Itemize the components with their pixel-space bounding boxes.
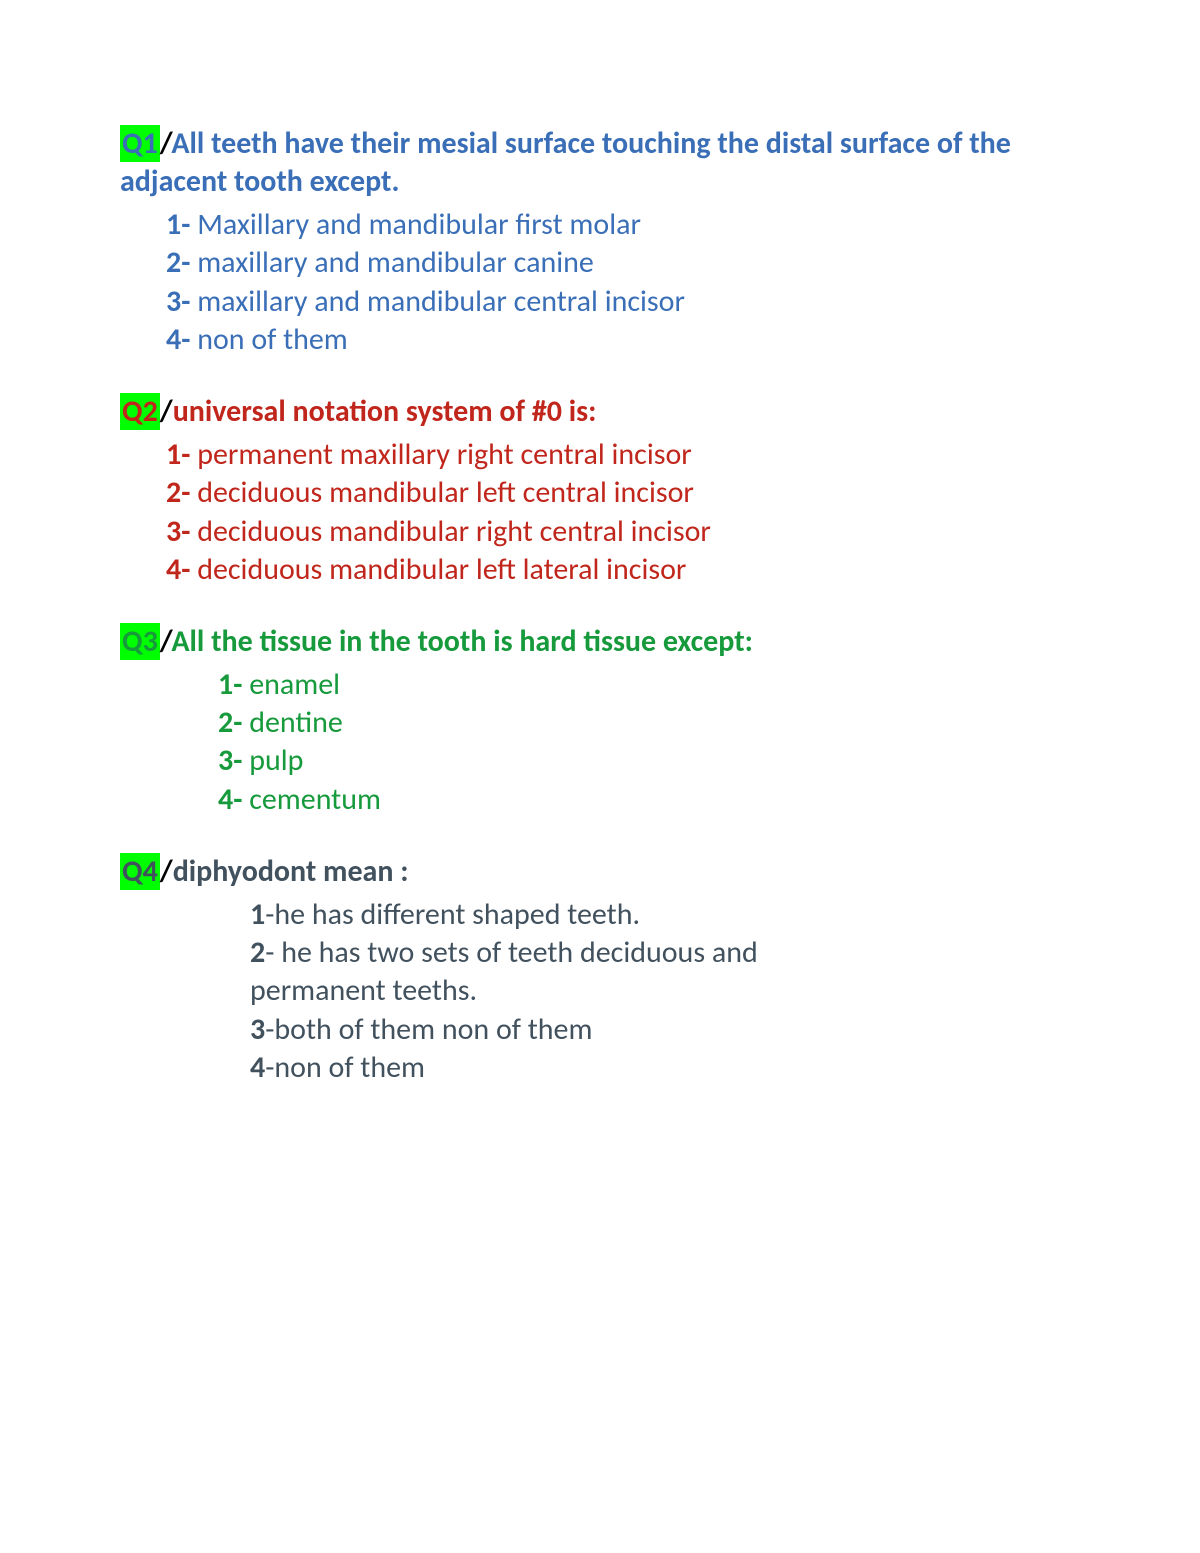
- question-block-2: Q2/universal notation system of #0 is: 1…: [120, 393, 1100, 589]
- option-number: 4-: [166, 321, 190, 358]
- option-text: maxillary and mandibular central incisor: [197, 283, 685, 320]
- option: 2- dentine: [218, 704, 1100, 742]
- question-text-4: diphyodont mean :: [173, 853, 409, 890]
- option-number: 3-: [218, 742, 242, 779]
- option: 3- maxillary and mandibular central inci…: [166, 283, 1100, 321]
- option: 4- cementum: [218, 781, 1100, 819]
- question-header-1: Q1/All teeth have their mesial surface t…: [120, 125, 1100, 202]
- option-number: 2-: [166, 244, 190, 281]
- options-4: 1-he has different shaped teeth.2- he ha…: [120, 896, 810, 1088]
- option: 2- he has two sets of teeth deciduous an…: [250, 934, 810, 1011]
- options-1: 1- Maxillary and mandibular first molar2…: [120, 206, 1100, 360]
- question-text-3: All the tissue in the tooth is hard tiss…: [171, 623, 753, 660]
- option-number: 3-: [166, 513, 190, 550]
- option-text: maxillary and mandibular canine: [197, 244, 594, 281]
- separator: /: [160, 125, 172, 162]
- option-text: Maxillary and mandibular first molar: [197, 206, 641, 243]
- question-label-4: Q4: [120, 853, 160, 890]
- option: 1-he has different shaped teeth.: [250, 896, 810, 934]
- option-text: deciduous mandibular right central incis…: [197, 513, 711, 550]
- question-block-1: Q1/All teeth have their mesial surface t…: [120, 125, 1100, 359]
- question-label-3: Q3: [120, 623, 160, 660]
- separator: /: [160, 853, 173, 890]
- option-text: both of them non of them: [274, 1011, 592, 1048]
- option-number: 4: [250, 1049, 265, 1086]
- option-number: 2-: [218, 704, 242, 741]
- option-number: 4-: [218, 781, 242, 818]
- option-text: he has different shaped teeth.: [274, 896, 640, 933]
- separator: /: [160, 393, 173, 430]
- option-number: 2: [250, 934, 265, 971]
- option: 1- permanent maxillary right central inc…: [166, 436, 1100, 474]
- question-block-4: Q4/diphyodont mean : 1-he has different …: [120, 853, 1100, 1087]
- option-text: enamel: [249, 666, 340, 703]
- option: 1- enamel: [218, 666, 1100, 704]
- options-3: 1- enamel2- dentine3- pulp4- cementum: [120, 666, 1100, 820]
- option-text: deciduous mandibular left lateral inciso…: [197, 551, 686, 588]
- option: 3- deciduous mandibular right central in…: [166, 513, 1100, 551]
- option-text: non of them: [197, 321, 348, 358]
- option-number: 3: [250, 1011, 265, 1048]
- option: 1- Maxillary and mandibular first molar: [166, 206, 1100, 244]
- question-text-1: All teeth have their mesial surface touc…: [120, 125, 1011, 200]
- option: 4- non of them: [166, 321, 1100, 359]
- options-2: 1- permanent maxillary right central inc…: [120, 436, 1100, 590]
- option-number: 1-: [218, 666, 242, 703]
- option-number: 2-: [166, 474, 190, 511]
- option-text: pulp: [249, 742, 303, 779]
- question-label-2: Q2: [120, 393, 160, 430]
- option: 2- deciduous mandibular left central inc…: [166, 474, 1100, 512]
- separator: /: [160, 623, 172, 660]
- option: 3-both of them non of them: [250, 1011, 810, 1049]
- option: 4- deciduous mandibular left lateral inc…: [166, 551, 1100, 589]
- option: 4-non of them: [250, 1049, 810, 1087]
- option-number: 3-: [166, 283, 190, 320]
- option-number: 1-: [166, 206, 190, 243]
- option-text: he has two sets of teeth deciduous and p…: [250, 934, 758, 1009]
- question-header-4: Q4/diphyodont mean :: [120, 853, 1100, 891]
- option: 2- maxillary and mandibular canine: [166, 244, 1100, 282]
- option-text: non of them: [274, 1049, 425, 1086]
- question-text-2: universal notation system of #0 is:: [173, 393, 597, 430]
- question-block-3: Q3/All the tissue in the tooth is hard t…: [120, 623, 1100, 819]
- option-text: cementum: [249, 781, 381, 818]
- document-page: Q1/All teeth have their mesial surface t…: [0, 0, 1200, 1553]
- option-number: 4-: [166, 551, 190, 588]
- question-label-1: Q1: [120, 125, 160, 162]
- option-text: permanent maxillary right central inciso…: [197, 436, 692, 473]
- option-text: deciduous mandibular left central inciso…: [197, 474, 694, 511]
- option-text: dentine: [249, 704, 343, 741]
- question-header-3: Q3/All the tissue in the tooth is hard t…: [120, 623, 1100, 661]
- option-number: 1-: [166, 436, 190, 473]
- question-header-2: Q2/universal notation system of #0 is:: [120, 393, 1100, 431]
- option-number: 1: [250, 896, 265, 933]
- option: 3- pulp: [218, 742, 1100, 780]
